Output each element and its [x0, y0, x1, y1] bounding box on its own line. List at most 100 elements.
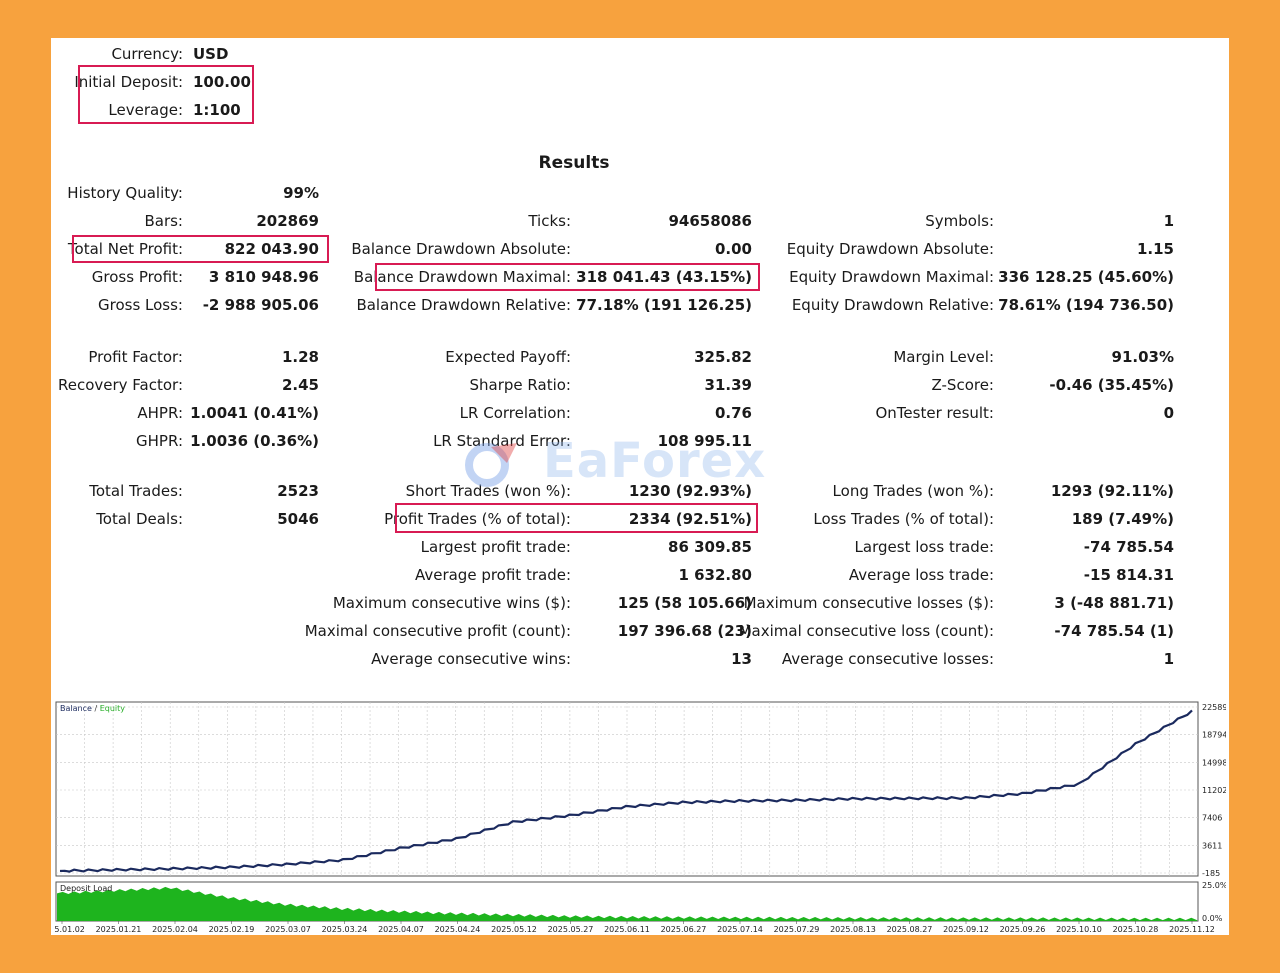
expected-payoff-value: 325.82 [694, 348, 752, 366]
x-tick-label: 2025.01.02 [54, 925, 85, 934]
x-tick-label: 2025.01.21 [96, 925, 142, 934]
total-deals-value: 5046 [277, 510, 319, 528]
ticks-value: 94658086 [668, 212, 753, 230]
lr-standard-error-value: 108 995.11 [657, 432, 752, 450]
x-tick-label: 2025.07.29 [774, 925, 820, 934]
x-tick-label: 2025.11.12 [1169, 925, 1215, 934]
ticks-label: Ticks: [528, 212, 571, 230]
equity-drawdown-relative-label: Equity Drawdown Relative: [791, 296, 994, 314]
x-tick-label: 2025.03.07 [265, 925, 311, 934]
long-trades-won-value: 1293 (92.11%) [1050, 482, 1174, 500]
lr-standard-error-label: LR Standard Error: [433, 432, 571, 450]
largest-profit-trade-label: Largest profit trade: [420, 538, 571, 556]
leverage-value: 1:100 [193, 101, 241, 119]
maximal-consecutive-loss-count-label: Maximal consecutive loss (count): [738, 622, 994, 640]
ghpr-value: 1.0036 (0.36%) [190, 432, 319, 450]
short-trades-won-label: Short Trades (won %): [405, 482, 571, 500]
long-trades-won-label: Long Trades (won %): [832, 482, 994, 500]
balance-drawdown-absolute-value: 0.00 [714, 240, 752, 258]
balance-drawdown-maximal-value: 318 041.43 (43.15%) [576, 268, 752, 286]
gross-loss-label: Gross Loss: [98, 296, 183, 314]
symbols-label: Symbols: [925, 212, 994, 230]
average-profit-trade-label: Average profit trade: [414, 566, 571, 584]
largest-loss-trade-label: Largest loss trade: [854, 538, 994, 556]
z-score-value: -0.46 (35.45%) [1049, 376, 1174, 394]
profit-factor-value: 1.28 [281, 348, 319, 366]
x-tick-label: 2025.05.12 [491, 925, 537, 934]
initial-deposit-label: Initial Deposit: [74, 73, 183, 91]
average-consecutive-losses-label: Average consecutive losses: [781, 650, 994, 668]
total-trades-label: Total Trades: [89, 482, 183, 500]
x-tick-label: 2025.10.28 [1113, 925, 1159, 934]
highlight-total-net-profit [72, 235, 329, 263]
deposit-y-tick-label: 25.0% [1202, 881, 1226, 890]
largest-profit-trade-value: 86 309.85 [668, 538, 752, 556]
z-score-label: Z-Score: [931, 376, 995, 394]
legend-separator: / [94, 704, 99, 713]
report-panel: Currency: USD Initial Deposit: 100.00 Le… [39, 38, 1229, 935]
y-tick-label: 11202 [1202, 786, 1226, 795]
recovery-factor-value: 2.45 [281, 376, 319, 394]
maximal-consecutive-loss-count-value: -74 785.54 (1) [1054, 622, 1174, 640]
chart-container: 22589 18794 14998 11202 7406 3611 -185 Balance … [39, 700, 1228, 935]
y-tick-label: 22589 [1202, 703, 1226, 712]
expected-payoff-label: Expected Payoff: [445, 348, 571, 366]
ontester-result-label: OnTester result: [875, 404, 994, 422]
total-net-profit-value: 822 043.90 [224, 240, 319, 258]
x-tick-label: 2025.02.19 [209, 925, 255, 934]
gross-profit-value: 3 810 948.96 [208, 268, 319, 286]
total-net-profit-label: Total Net Profit: [67, 240, 183, 258]
average-loss-trade-label: Average loss trade: [848, 566, 994, 584]
legend-balance: Balance [60, 704, 94, 713]
bars-value: 202869 [256, 212, 319, 230]
balance-equity-chart: 22589 18794 14998 11202 7406 3611 -185 Balance … [39, 701, 1228, 934]
lr-correlation-label: LR Correlation: [459, 404, 571, 422]
bars-label: Bars: [144, 212, 183, 230]
average-profit-trade-value: 1 632.80 [678, 566, 752, 584]
watermark-logo-icon [465, 443, 517, 487]
balance-line [59, 709, 1193, 873]
highlight-balance-drawdown-maximal [375, 263, 760, 291]
equity-drawdown-maximal-value: 336 128.25 (45.60%) [998, 268, 1174, 286]
profit-trades-of-total-value: 2334 (92.51%) [628, 510, 752, 528]
balance-drawdown-relative-label: Balance Drawdown Relative: [356, 296, 571, 314]
leverage-label: Leverage: [108, 101, 183, 119]
largest-loss-trade-value: -74 785.54 [1083, 538, 1174, 556]
symbols-value: 1 [1163, 212, 1174, 230]
x-tick-label: 2025.09.26 [1000, 925, 1046, 934]
balance-drawdown-absolute-label: Balance Drawdown Absolute: [351, 240, 571, 258]
ahpr-value: 1.0041 (0.41%) [190, 404, 319, 422]
loss-trades-of-total-value: 189 (7.49%) [1071, 510, 1174, 528]
ghpr-label: GHPR: [136, 432, 183, 450]
x-tick-label: 2025.07.14 [717, 925, 763, 934]
ontester-result-value: 0 [1163, 404, 1174, 422]
total-deals-label: Total Deals: [96, 510, 183, 528]
equity-drawdown-absolute-value: 1.15 [1136, 240, 1174, 258]
highlight-deposit-leverage [78, 65, 254, 124]
x-tick-label: 2025.04.07 [378, 925, 424, 934]
x-tick-label: 2025.05.27 [548, 925, 594, 934]
currency-label: Currency: [111, 45, 183, 63]
x-tick-label: 2025.04.24 [435, 925, 481, 934]
results-title: Results [538, 153, 610, 173]
deposit-y-tick-label: 0.0% [1202, 914, 1223, 923]
equity-drawdown-absolute-label: Equity Drawdown Absolute: [786, 240, 994, 258]
average-consecutive-wins-value: 13 [731, 650, 752, 668]
x-tick-label: 2025.08.27 [887, 925, 933, 934]
balance-drawdown-maximal-label: Balance Drawdown Maximal: [353, 268, 571, 286]
ahpr-label: AHPR: [137, 404, 183, 422]
average-consecutive-losses-value: 1 [1163, 650, 1174, 668]
initial-deposit-value: 100.00 [193, 73, 251, 91]
average-consecutive-wins-label: Average consecutive wins: [371, 650, 571, 668]
maximum-consecutive-wins-value: 125 (58 105.66) [617, 594, 752, 612]
gross-loss-value: -2 988 905.06 [202, 296, 319, 314]
balance-plot-frame [55, 701, 1199, 877]
x-tick-label: 2025.10.10 [1056, 925, 1102, 934]
deposit-load-title: Deposit Load [60, 884, 112, 893]
margin-level-value: 91.03% [1111, 348, 1174, 366]
deposit-load-area [57, 886, 1197, 921]
maximal-consecutive-profit-count-value: 197 396.68 (23) [617, 622, 752, 640]
loss-trades-of-total-label: Loss Trades (% of total): [813, 510, 994, 528]
highlight-profit-trades [395, 503, 758, 533]
history-quality-label: History Quality: [67, 184, 183, 202]
